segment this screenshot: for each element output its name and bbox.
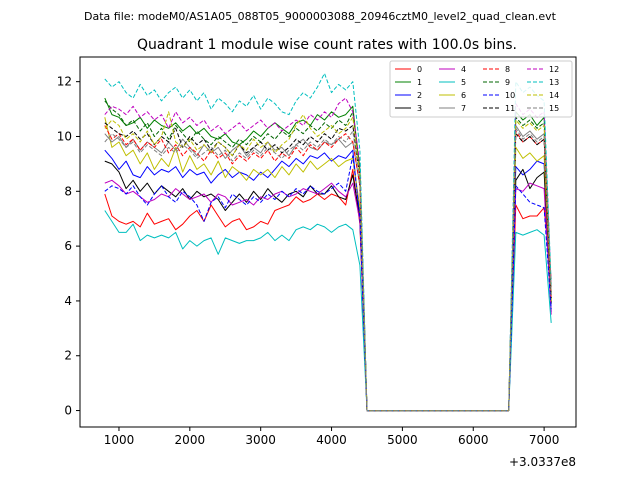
series-line-0 [104, 168, 552, 412]
series-line-8 [104, 125, 552, 412]
x-tick-label: 2000 [175, 433, 206, 447]
series-line-5 [104, 210, 552, 412]
y-tick-label: 6 [64, 239, 72, 253]
legend-label: 13 [549, 78, 559, 87]
x-tick-label: 1000 [104, 433, 135, 447]
x-tick-label: 3000 [245, 433, 276, 447]
data-file-caption: Data file: modeM0/AS1A05_088T05_90000030… [84, 10, 557, 23]
legend-box [389, 60, 573, 118]
series-line-13 [104, 72, 552, 412]
x-axis-offset-text: +3.0337e8 [509, 455, 576, 469]
y-tick-label: 4 [64, 294, 72, 308]
legend-label: 4 [461, 65, 466, 74]
y-tick-label: 0 [64, 404, 72, 418]
series-line-9 [104, 100, 552, 412]
plot-frame [79, 56, 577, 428]
y-tick-label: 8 [64, 184, 72, 198]
legend-label: 5 [461, 78, 466, 87]
chart-title: Quadrant 1 module wise count rates with … [137, 37, 517, 53]
legend-label: 9 [505, 78, 510, 87]
y-tick-label: 2 [64, 349, 72, 363]
series-line-7 [104, 125, 552, 412]
legend-label: 2 [417, 91, 422, 100]
y-tick-label: 12 [57, 75, 72, 89]
series-layer [104, 72, 552, 412]
series-line-15 [104, 127, 552, 412]
x-tick-label: 5000 [387, 433, 418, 447]
legend-label: 0 [417, 65, 422, 74]
legend-label: 14 [549, 91, 559, 100]
legend-label: 6 [461, 91, 466, 100]
series-line-11 [104, 122, 552, 412]
legend-label: 12 [549, 65, 559, 74]
series-line-4 [104, 179, 552, 412]
legend-label: 7 [461, 104, 466, 113]
legend-label: 10 [505, 91, 515, 100]
legend-label: 1 [417, 78, 422, 87]
legend-label: 15 [549, 104, 559, 113]
series-line-3 [104, 160, 552, 412]
legend-label: 8 [505, 65, 510, 74]
y-tick-label: 10 [57, 129, 72, 143]
x-tick-label: 7000 [529, 433, 560, 447]
x-tick-label: 6000 [458, 433, 489, 447]
legend-label: 3 [417, 104, 422, 113]
series-line-6 [104, 117, 552, 412]
x-tick-label: 4000 [316, 433, 347, 447]
series-line-12 [104, 97, 552, 412]
legend-label: 11 [505, 104, 515, 113]
